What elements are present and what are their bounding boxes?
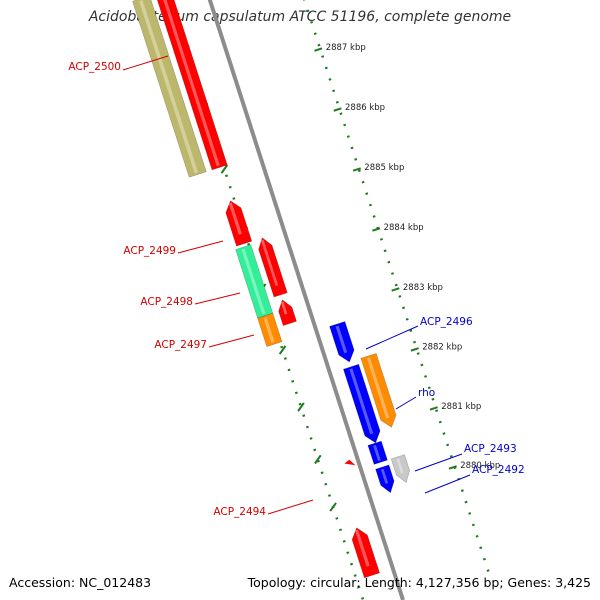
rRNA-feature-ACP_2500-highlight	[139, 0, 198, 174]
accession-text: Accession: NC_012483	[9, 575, 152, 590]
map-title: Acidobacterium capsulatum ATCC 51196, co…	[88, 9, 512, 25]
gene-label-ACP_2494: ACP_2494	[213, 506, 266, 518]
gc-skew-tick	[220, 164, 229, 174]
gene-label-rho: rho	[418, 387, 435, 399]
gene-label-ACP_2499: ACP_2499	[123, 245, 176, 257]
ruler-tick	[333, 107, 342, 112]
gene-label-leader	[122, 55, 169, 71]
cds-feature-ACP_2497-highlight	[280, 301, 288, 315]
other-feature-ACP_2492-highlight	[396, 458, 404, 474]
gene-label-leader	[424, 474, 471, 494]
orange-feature-rho	[360, 353, 397, 428]
ruler-tick	[410, 347, 419, 352]
ruler-tick	[391, 287, 400, 292]
ruler-label: 2881 kbp	[441, 402, 481, 412]
gene-label-leader	[194, 292, 241, 305]
gc-skew-tick	[278, 345, 287, 355]
cds-feature-ACP_2491-highlight	[355, 529, 370, 567]
ruler-track-right	[303, 0, 490, 573]
ruler-label: 2887 kbp	[326, 43, 366, 53]
gc-skew-tick	[314, 454, 322, 465]
cds-feature-ACP_2499	[225, 200, 253, 247]
orange-feature-ACP_2497	[257, 312, 283, 347]
gene-label-ACP_2492: ACP_2492	[472, 464, 525, 476]
gc-skew-tick	[297, 402, 305, 412]
orange-feature-ACP_2497-highlight	[263, 317, 275, 343]
ruler-label: 2882 kbp	[422, 343, 462, 353]
gc-skew-tick	[329, 502, 337, 512]
gene-label-leader	[177, 240, 224, 254]
ruler-label: 2886 kbp	[345, 103, 385, 113]
cds-feature-ACP_2494	[344, 459, 356, 466]
ruler-tick	[314, 47, 323, 52]
gene-feature-ACP_2496	[329, 321, 355, 363]
other-feature-ACP_2492	[390, 454, 411, 483]
ruler-tick	[352, 167, 361, 172]
rRNA-feature-ACP_2500	[132, 0, 207, 178]
ruler-label: 2884 kbp	[384, 223, 424, 233]
ruler-tick	[429, 406, 438, 411]
gene-feature-rho-highlight	[349, 368, 374, 435]
backbone-line	[207, 0, 405, 600]
ruler-label: 2880 kbp	[460, 461, 500, 471]
cds-feature-ACP_2498-highlight	[260, 239, 279, 286]
cds-feature-ACP_2499-highlight	[228, 202, 242, 235]
gene-feature-ACP_2493	[367, 440, 388, 465]
gene-feature-rho	[343, 363, 381, 444]
cds-feature-ACP_2500-highlight	[163, 0, 220, 167]
gene-label-ACP_2497: ACP_2497	[154, 339, 207, 351]
orange-feature-rho-highlight	[366, 357, 390, 419]
gene-label-leader	[395, 396, 417, 410]
cds-feature-ACP_2498	[258, 237, 288, 298]
cds-feature-ACP_2500	[156, 0, 228, 171]
cds-feature-ACP_2491	[351, 527, 380, 579]
gene-feature-ACP_2496-highlight	[335, 325, 348, 354]
gene-feature-ACP_2492	[375, 464, 395, 494]
gene-label-ACP_2498: ACP_2498	[140, 296, 193, 308]
ruler-label: 2885 kbp	[364, 163, 404, 173]
ruler-tick	[372, 227, 381, 232]
trna-feature-ACP_2498-highlight	[241, 248, 266, 315]
cds-feature-ACP_2497	[278, 299, 297, 326]
gene-label-leader	[365, 325, 419, 350]
gene-label-ACP_2493: ACP_2493	[464, 443, 517, 455]
gene-label-leader	[208, 334, 255, 348]
gene-label-leader	[267, 499, 314, 515]
gene-label-ACP_2500: ACP_2500	[68, 61, 121, 73]
ruler-tick	[448, 465, 457, 470]
gene-label-ACP_2496: ACP_2496	[420, 316, 473, 328]
gene-feature-ACP_2492-highlight	[380, 468, 389, 484]
gene-feature-ACP_2493-highlight	[373, 444, 381, 461]
gene-label-leader	[414, 453, 463, 472]
ruler-label: 2883 kbp	[403, 283, 443, 293]
topology-text: Topology: circular; Length: 4,127,356 bp…	[247, 575, 591, 590]
